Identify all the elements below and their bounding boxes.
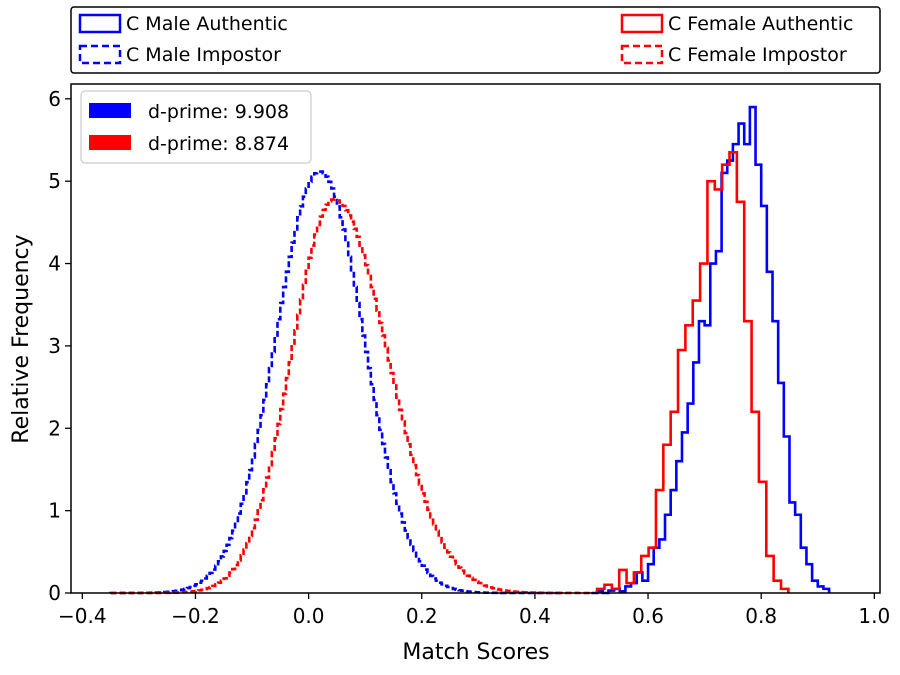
legend-swatch-female-authentic — [620, 13, 664, 34]
y-tick-label: 2 — [48, 416, 61, 440]
x-tick-label: 0.6 — [632, 604, 664, 628]
y-tick-label: 6 — [48, 87, 61, 111]
legend-label-male-impostor: C Male Impostor — [126, 44, 281, 66]
y-tick-label: 5 — [48, 169, 61, 193]
y-tick-label: 1 — [48, 499, 61, 523]
legend-swatch-male-impostor — [78, 44, 122, 65]
plot-frame — [70, 83, 881, 594]
y-axis-label: Relative Frequency — [9, 234, 34, 443]
x-axis-label: Match Scores — [402, 640, 549, 665]
dprime-label-red: d-prime: 8.874 — [148, 133, 289, 155]
dprime-swatch-red — [89, 135, 131, 150]
x-tick-label: −0.2 — [171, 604, 220, 628]
series-c-male-impostor — [109, 170, 564, 595]
top-legend: C Male Authentic C Male Impostor C Femal… — [70, 6, 881, 74]
legend-label-male-authentic: C Male Authentic — [126, 13, 288, 35]
inner-legend-frame — [80, 90, 312, 164]
series-c-female-impostor — [110, 198, 592, 595]
series-layer — [109, 105, 831, 595]
x-tick-label: 1.0 — [858, 604, 890, 628]
dprime-swatch-blue — [89, 103, 131, 118]
inner-legend: d-prime: 9.908 d-prime: 8.874 — [80, 90, 312, 164]
dprime-label-blue: d-prime: 9.908 — [148, 101, 289, 123]
x-tick-label: 0.4 — [519, 604, 551, 628]
y-tick-label: 3 — [48, 334, 61, 358]
x-tick-label: 0.2 — [406, 604, 438, 628]
y-axis-ticks: 0 1 2 3 4 5 6 — [48, 87, 71, 605]
x-tick-label: 0.8 — [745, 604, 777, 628]
plot-area: −0.4 −0.2 0.0 0.2 0.4 0.6 0.8 1.0 0 1 2 3 4 5 6 — [48, 83, 890, 628]
series-c-female-authentic — [595, 151, 790, 593]
x-tick-label: 0.0 — [293, 604, 325, 628]
top-legend-frame — [70, 6, 881, 74]
legend-swatch-female-impostor — [620, 44, 664, 65]
x-tick-label: −0.4 — [58, 604, 107, 628]
legend-label-female-authentic: C Female Authentic — [668, 13, 853, 35]
y-tick-label: 0 — [48, 581, 61, 605]
legend-swatch-male-authentic — [78, 13, 122, 34]
legend-label-female-impostor: C Female Impostor — [668, 44, 847, 66]
y-tick-label: 4 — [48, 252, 61, 276]
x-axis-ticks: −0.4 −0.2 0.0 0.2 0.4 0.6 0.8 1.0 — [58, 593, 890, 628]
